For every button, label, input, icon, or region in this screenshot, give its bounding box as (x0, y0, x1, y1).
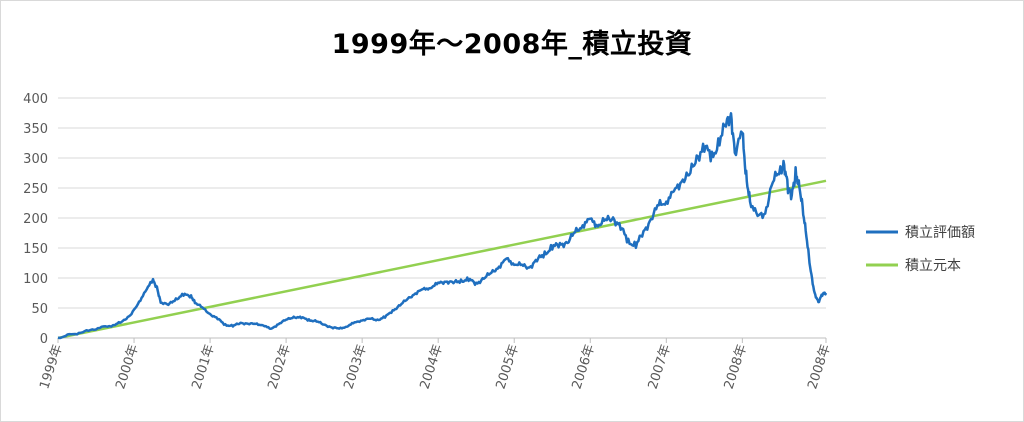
y-tick-label: 300 (23, 152, 48, 167)
legend-label: 積立評価額 (905, 225, 975, 241)
legend-label: 積立元本 (905, 258, 961, 274)
series-line (57, 112, 828, 340)
y-tick-label: 0 (40, 332, 48, 347)
y-tick-label: 100 (23, 272, 48, 287)
x-tick-label: 1999年 (37, 343, 66, 391)
x-tick-label: 2005年 (494, 343, 523, 391)
x-tick-label: 2003年 (341, 343, 370, 391)
x-tick-label: 2001年 (189, 343, 218, 391)
series-line (57, 179, 827, 340)
y-tick-label: 200 (23, 212, 48, 227)
series-layer (57, 112, 828, 340)
x-tick-label: 2000年 (113, 343, 142, 391)
y-tick-label: 250 (23, 182, 48, 197)
chart-title: 1999年～2008年_積立投資 (331, 29, 693, 60)
y-tick-label: 350 (23, 122, 48, 137)
x-tick-label: 2004年 (417, 343, 446, 391)
x-tick-label: 2002年 (265, 343, 294, 391)
x-tick-label: 2008年 (805, 343, 834, 391)
gridlines (58, 97, 826, 339)
y-tick-label: 400 (23, 92, 48, 107)
y-axis: 0 50 100 150 200 250 300 350 400 (23, 92, 48, 347)
y-tick-label: 150 (23, 242, 48, 257)
x-tick-label: 2008年 (722, 343, 751, 391)
y-tick-label: 50 (31, 302, 48, 317)
x-axis: 1999年 2000年 2001年 2002年 2003年 2004年 2005年 2006年… (37, 338, 834, 391)
x-tick-label: 2007年 (646, 343, 675, 391)
x-tick-label: 2006年 (570, 343, 599, 391)
